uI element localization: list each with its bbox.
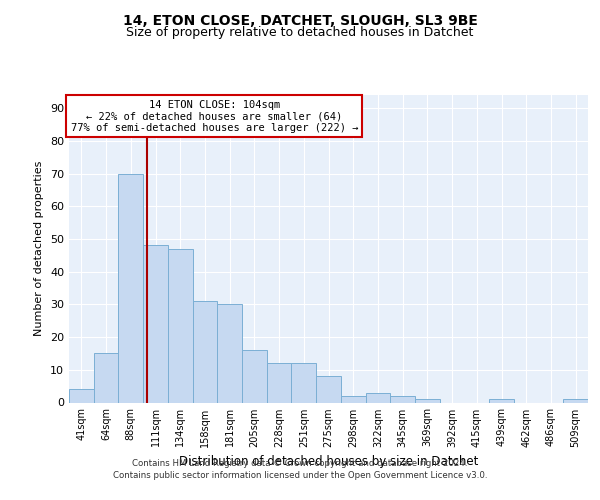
Bar xyxy=(217,304,242,402)
Bar xyxy=(365,392,390,402)
Text: Size of property relative to detached houses in Datchet: Size of property relative to detached ho… xyxy=(127,26,473,39)
Bar xyxy=(292,363,316,403)
Text: 14, ETON CLOSE, DATCHET, SLOUGH, SL3 9BE: 14, ETON CLOSE, DATCHET, SLOUGH, SL3 9BE xyxy=(122,14,478,28)
Bar xyxy=(242,350,267,403)
Bar xyxy=(341,396,365,402)
Bar xyxy=(390,396,415,402)
Text: Contains public sector information licensed under the Open Government Licence v3: Contains public sector information licen… xyxy=(113,470,487,480)
Bar xyxy=(489,399,514,402)
Y-axis label: Number of detached properties: Number of detached properties xyxy=(34,161,44,336)
Bar xyxy=(143,246,168,402)
Bar xyxy=(415,399,440,402)
Bar xyxy=(118,174,143,402)
Bar xyxy=(168,248,193,402)
Text: 14 ETON CLOSE: 104sqm
← 22% of detached houses are smaller (64)
77% of semi-deta: 14 ETON CLOSE: 104sqm ← 22% of detached … xyxy=(71,100,358,133)
Bar xyxy=(316,376,341,402)
Bar xyxy=(563,399,588,402)
X-axis label: Distribution of detached houses by size in Datchet: Distribution of detached houses by size … xyxy=(179,455,478,468)
Bar xyxy=(69,390,94,402)
Bar xyxy=(193,301,217,402)
Bar xyxy=(267,363,292,403)
Text: Contains HM Land Registry data © Crown copyright and database right 2024.: Contains HM Land Registry data © Crown c… xyxy=(132,460,468,468)
Bar xyxy=(94,354,118,403)
